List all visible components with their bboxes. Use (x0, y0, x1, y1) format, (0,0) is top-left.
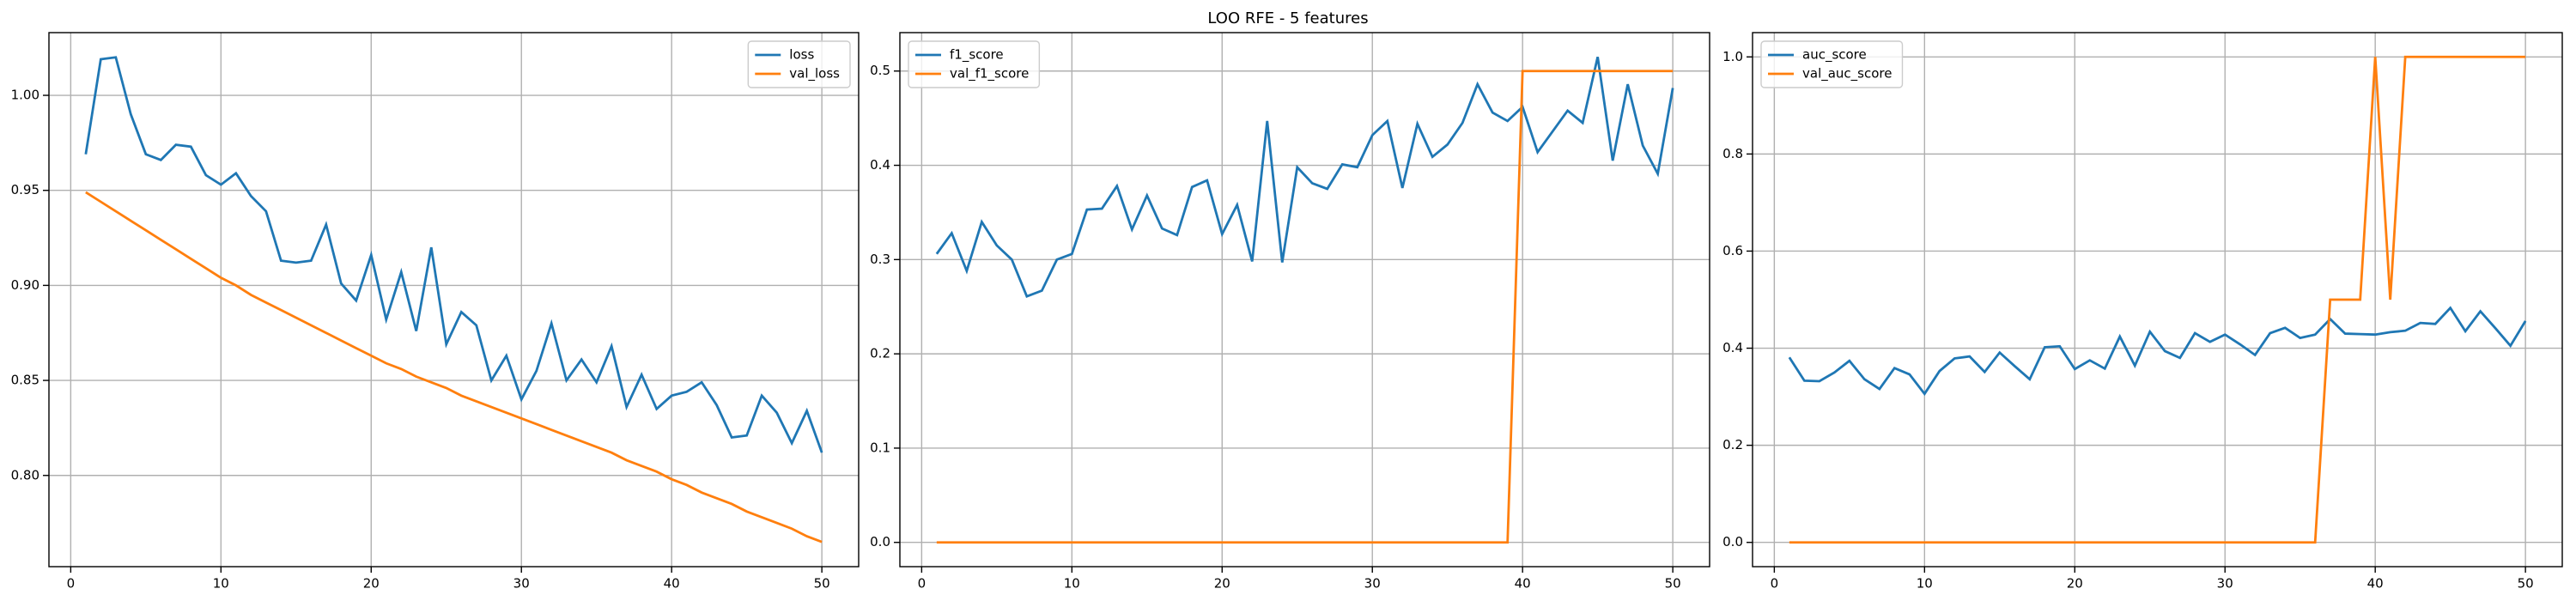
y-tick-label: 0.90 (11, 277, 39, 293)
y-tick-label: 0.85 (11, 373, 39, 388)
x-tick-label: 40 (1515, 576, 1531, 592)
data-line (84, 56, 823, 453)
y-tick-label: 0.0 (870, 534, 890, 549)
x-tick-label: 20 (363, 576, 380, 592)
y-tick-label: 0.5 (870, 63, 890, 78)
x-tick-label: 30 (1364, 576, 1381, 592)
y-tick-label: 0.2 (1722, 437, 1743, 452)
legend-label: val_auc_score (1802, 66, 1893, 82)
y-tick-label: 0.95 (11, 182, 39, 197)
x-tick-label: 20 (1214, 576, 1230, 592)
y-tick-label: 0.3 (870, 252, 890, 267)
x-tick-label: 30 (513, 576, 530, 592)
legend-label: val_f1_score (950, 66, 1029, 82)
data-line (936, 70, 1674, 544)
legend-label: loss (789, 47, 814, 63)
y-tick-label: 0.4 (870, 157, 890, 173)
x-tick-label: 50 (1665, 576, 1681, 592)
x-tick-label: 40 (2367, 576, 2384, 592)
legend-label: val_loss (789, 66, 840, 82)
y-tick-label: 1.00 (11, 88, 39, 103)
legend-box (747, 40, 851, 88)
legend-box (908, 40, 1041, 88)
y-tick-label: 0.2 (870, 346, 890, 361)
x-tick-label: 10 (1064, 576, 1080, 592)
data-line (85, 191, 823, 543)
x-tick-label: 50 (814, 576, 830, 592)
data-line (1788, 306, 2527, 397)
data-line (1789, 55, 2526, 544)
y-tick-label: 0.8 (1722, 146, 1743, 161)
y-tick-label: 0.4 (1722, 340, 1743, 355)
y-tick-label: 1.0 (1722, 49, 1743, 64)
y-tick-label: 0.80 (11, 467, 39, 483)
x-tick-label: 0 (67, 576, 76, 592)
legend-box (1760, 40, 1904, 88)
x-tick-label: 0 (1771, 576, 1779, 592)
x-tick-label: 50 (2518, 576, 2534, 592)
x-tick-label: 20 (2067, 576, 2083, 592)
x-tick-label: 10 (1917, 576, 1933, 592)
plot-frame (899, 32, 1710, 568)
legend-label: f1_score (950, 47, 1004, 64)
y-tick-label: 0.0 (1722, 534, 1743, 549)
legend: auc_score val_auc_score (1760, 40, 1904, 88)
figure-title: LOO RFE - 5 features (1207, 9, 1368, 27)
legend: loss val_loss (747, 40, 851, 88)
x-tick-label: 10 (213, 576, 229, 592)
legend-label: auc_score (1802, 47, 1867, 64)
x-tick-label: 30 (2217, 576, 2233, 592)
y-tick-label: 0.1 (870, 440, 890, 455)
data-line (935, 56, 1674, 298)
y-tick-label: 0.6 (1722, 243, 1743, 258)
x-tick-label: 0 (918, 576, 927, 592)
plot-frame (48, 32, 860, 568)
plot-frame (1752, 32, 2563, 568)
legend: f1_score val_f1_score (908, 40, 1041, 88)
x-tick-label: 40 (664, 576, 680, 592)
